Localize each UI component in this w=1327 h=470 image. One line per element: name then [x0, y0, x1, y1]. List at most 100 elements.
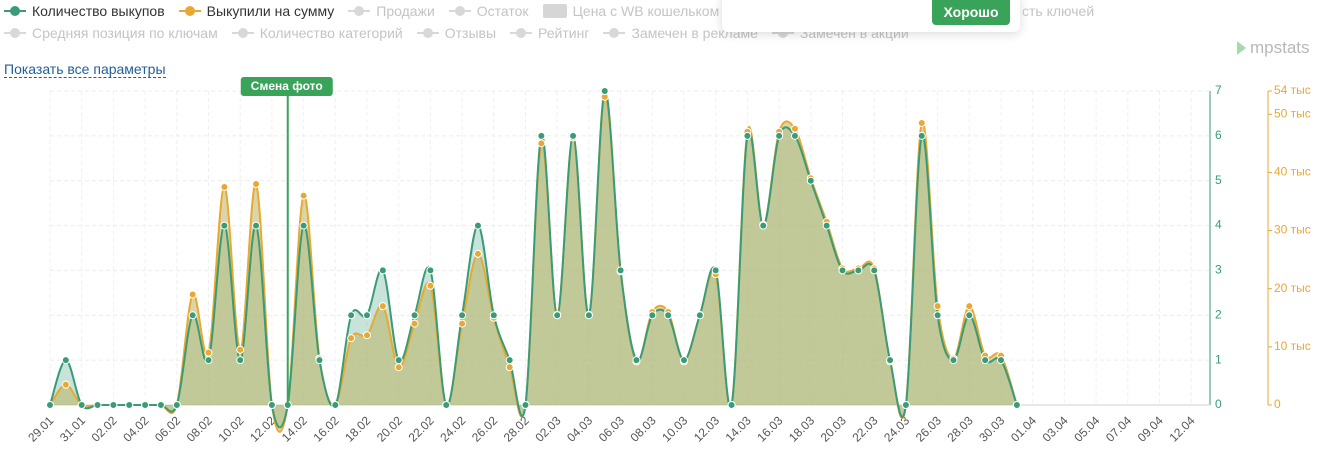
legend-item[interactable]: Остаток: [448, 3, 529, 19]
y-tick-label: 7: [1215, 83, 1222, 97]
point: [363, 331, 371, 340]
point: [410, 311, 419, 320]
legend-marker: [603, 28, 626, 38]
x-tick-label: 03.04: [1040, 413, 1071, 444]
annotation-label: Смена фото: [251, 79, 323, 93]
point: [299, 191, 308, 200]
point: [236, 356, 245, 365]
point: [410, 319, 419, 328]
point: [347, 311, 356, 320]
point: [1012, 401, 1021, 409]
point: [125, 401, 134, 409]
y2-tick-label: 40 тыс: [1274, 165, 1311, 179]
legend-label: Количество выкупов: [32, 3, 165, 19]
x-tick-label: 08.03: [628, 413, 659, 444]
y-tick-label: 4: [1215, 218, 1222, 232]
point: [886, 356, 895, 365]
point: [822, 221, 831, 230]
point: [267, 401, 276, 409]
point: [473, 221, 482, 230]
point: [156, 401, 165, 409]
x-tick-label: 08.02: [184, 413, 215, 444]
point: [664, 311, 673, 320]
point: [93, 401, 102, 409]
legend-item[interactable]: Количество категорий: [231, 25, 403, 41]
point: [933, 311, 942, 320]
point: [949, 356, 958, 365]
point: [363, 311, 371, 320]
y-tick-label: 3: [1215, 263, 1222, 277]
point: [997, 356, 1005, 365]
x-tick-label: 22.02: [406, 413, 437, 444]
x-tick-label: 26.02: [469, 413, 500, 444]
legend-marker: [448, 6, 471, 16]
point: [775, 131, 784, 140]
legend-marker: [178, 6, 201, 16]
point: [521, 401, 530, 409]
x-tick-label: 05.04: [1071, 413, 1102, 444]
y-tick-label: 1: [1215, 352, 1222, 366]
legend-item[interactable]: Продажи: [348, 3, 435, 19]
legend-marker: [510, 28, 533, 38]
y2-tick-label: 0: [1274, 397, 1281, 411]
legend-label: Количество категорий: [259, 25, 403, 41]
point: [77, 401, 86, 409]
point: [347, 334, 356, 343]
point: [838, 266, 847, 275]
legend-marker: [416, 28, 439, 38]
ok-button[interactable]: Хорошо: [932, 0, 1010, 25]
x-tick-label: 28.02: [501, 413, 532, 444]
y-tick-label: 5: [1215, 173, 1222, 187]
legend-marker: [231, 28, 254, 38]
legend-item[interactable]: Отзывы: [416, 25, 497, 41]
legend-label: Остаток: [476, 3, 529, 19]
point: [172, 401, 181, 409]
x-tick-label: 30.03: [976, 413, 1007, 444]
point: [109, 401, 118, 409]
logo: mpstats: [1237, 38, 1310, 58]
legend-item[interactable]: сть ключей: [1022, 3, 1095, 19]
x-tick-label: 04.02: [120, 413, 151, 444]
legend-item[interactable]: Количество выкупов: [4, 3, 165, 19]
point: [442, 401, 451, 409]
x-tick-label: 02.03: [532, 413, 563, 444]
logo-icon: [1237, 41, 1246, 55]
x-tick-label: 24.03: [881, 413, 912, 444]
legend-row: Количество выкупов Выкупили на сумму Прода…: [4, 3, 719, 19]
point: [331, 401, 340, 409]
point: [505, 363, 514, 372]
point: [965, 311, 974, 320]
x-tick-label: 02.02: [89, 413, 120, 444]
point: [299, 221, 308, 230]
point: [220, 221, 229, 230]
x-tick-label: 29.01: [25, 413, 56, 444]
point: [61, 356, 70, 365]
x-tick-label: 16.02: [311, 413, 342, 444]
legend-item[interactable]: Выкупили на сумму: [178, 3, 334, 19]
point: [584, 311, 593, 320]
legend-marker: [771, 28, 794, 38]
point: [378, 302, 387, 311]
y2-tick-label: 30 тыс: [1274, 223, 1311, 237]
point: [188, 311, 197, 320]
point: [854, 266, 863, 275]
legend-label: Отзывы: [444, 25, 497, 41]
x-tick-label: 16.03: [754, 413, 785, 444]
show-params-link[interactable]: Показать все параметры: [4, 61, 166, 78]
point: [695, 311, 704, 320]
legend-item[interactable]: Цена с WB кошельком: [542, 3, 719, 19]
y2-tick-label: 54 тыс: [1274, 83, 1311, 97]
point: [458, 319, 467, 328]
point: [458, 311, 467, 320]
series-area: [50, 96, 1017, 432]
legend-item[interactable]: Рейтинг: [510, 25, 589, 41]
legend-item[interactable]: Средняя позиция по ключам: [4, 25, 218, 41]
x-tick-label: 28.03: [945, 413, 976, 444]
point: [61, 380, 70, 389]
point: [743, 131, 752, 140]
x-tick-label: 10.03: [659, 413, 690, 444]
legend-marker: [4, 6, 26, 16]
x-tick-label: 07.04: [1103, 413, 1134, 444]
point: [981, 356, 990, 365]
x-tick-label: 24.02: [437, 413, 468, 444]
